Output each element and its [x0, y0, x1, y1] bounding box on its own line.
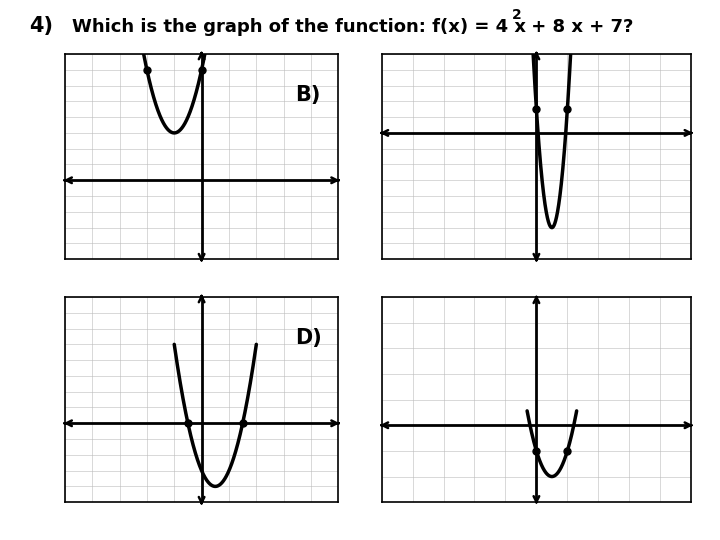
- Text: D): D): [295, 328, 322, 348]
- Text: 2: 2: [513, 8, 522, 22]
- Text: + 8 x + 7?: + 8 x + 7?: [525, 18, 634, 36]
- Text: B): B): [295, 85, 320, 105]
- Text: Which is the graph of the function: f(x) = 4 x: Which is the graph of the function: f(x)…: [72, 18, 526, 36]
- Text: 4): 4): [29, 16, 53, 36]
